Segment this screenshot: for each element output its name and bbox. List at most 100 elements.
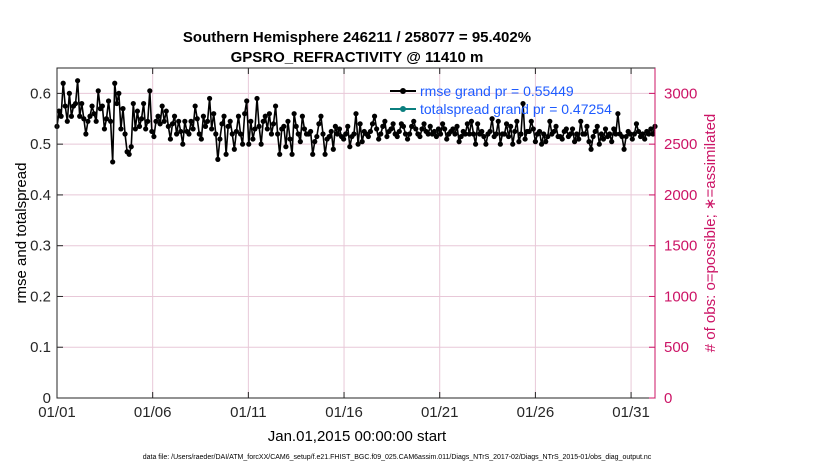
rmse-point bbox=[526, 128, 532, 135]
y-tick-label-right: 2000 bbox=[664, 187, 697, 204]
rmse-point bbox=[607, 131, 613, 137]
rmse-point bbox=[613, 131, 619, 137]
y-tick-label-right: 0 bbox=[664, 390, 672, 407]
rmse-point bbox=[528, 118, 534, 124]
rmse-point bbox=[153, 118, 159, 124]
rmse-point bbox=[81, 116, 87, 122]
rmse-point bbox=[598, 131, 604, 137]
rmse-point bbox=[332, 123, 338, 129]
rmse-point bbox=[105, 98, 112, 104]
rmse-point bbox=[287, 136, 293, 142]
rmse-point bbox=[167, 136, 174, 142]
rmse-point bbox=[75, 78, 81, 84]
rmse-point bbox=[93, 118, 99, 124]
rmse-point bbox=[417, 133, 423, 140]
rmse-point bbox=[194, 116, 200, 122]
rmse-point bbox=[110, 159, 116, 165]
rmse-point bbox=[388, 126, 394, 132]
rmse-point bbox=[390, 121, 396, 127]
rmse-point bbox=[522, 136, 528, 142]
rmse-point bbox=[310, 151, 316, 157]
rmse-point bbox=[250, 136, 256, 142]
y-tick-label-left: 0.6 bbox=[30, 85, 51, 102]
rmse-point bbox=[394, 133, 400, 140]
rmse-point bbox=[256, 123, 262, 129]
rmse-point bbox=[538, 141, 545, 147]
rmse-point bbox=[330, 146, 336, 152]
rmse-point bbox=[619, 133, 625, 140]
rmse-point bbox=[411, 118, 417, 124]
rmse-point bbox=[151, 133, 157, 140]
rmse-point bbox=[384, 133, 390, 140]
rmse-point bbox=[402, 131, 409, 137]
rmse-point bbox=[371, 113, 378, 119]
rmse-point bbox=[132, 126, 138, 132]
rmse-point bbox=[188, 118, 194, 124]
rmse-point bbox=[380, 123, 386, 129]
rmse-point bbox=[141, 100, 147, 107]
rmse-point bbox=[244, 98, 250, 104]
rmse-point bbox=[615, 111, 621, 117]
rmse-point bbox=[623, 133, 629, 140]
rmse-point bbox=[479, 128, 485, 135]
rmse-point bbox=[369, 121, 376, 127]
rmse-point bbox=[576, 136, 582, 142]
rmse-point bbox=[435, 126, 442, 132]
data-marks bbox=[54, 78, 658, 165]
rmse-point bbox=[464, 121, 470, 127]
rmse-point bbox=[433, 133, 440, 140]
legend-marker-spread bbox=[400, 106, 406, 112]
y-tick-label-left: 0 bbox=[43, 390, 51, 407]
legend-marker-rmse bbox=[400, 88, 406, 94]
chart-subtitle: GPSRO_REFRACTIVITY @ 11410 m bbox=[231, 49, 484, 66]
rmse-point bbox=[68, 113, 75, 119]
rmse-point bbox=[450, 126, 456, 132]
rmse-point bbox=[466, 131, 473, 137]
rmse-point bbox=[114, 100, 120, 107]
rmse-point bbox=[103, 116, 110, 122]
rmse-point bbox=[584, 123, 590, 129]
x-tick-label: 01/11 bbox=[230, 404, 266, 421]
rmse-point bbox=[475, 121, 481, 127]
rmse-point bbox=[336, 126, 343, 132]
rmse-point bbox=[217, 136, 223, 142]
rmse-point bbox=[609, 139, 615, 145]
rmse-point bbox=[543, 139, 549, 145]
rmse-point bbox=[345, 123, 351, 129]
rmse-point bbox=[66, 90, 72, 96]
rmse-point bbox=[586, 139, 592, 145]
rmse-point bbox=[196, 131, 202, 137]
rmse-point bbox=[186, 131, 192, 137]
rmse-point bbox=[559, 136, 565, 142]
rmse-point bbox=[425, 131, 431, 137]
rmse-point bbox=[190, 126, 196, 132]
rmse-point bbox=[99, 103, 105, 109]
rmse-point bbox=[541, 131, 547, 137]
x-tick-label: 01/16 bbox=[325, 404, 363, 421]
rmse-point bbox=[176, 118, 182, 124]
rmse-point bbox=[536, 128, 543, 135]
rmse-point bbox=[468, 118, 475, 124]
x-tick-label: 01/06 bbox=[134, 404, 172, 421]
rmse-point bbox=[219, 121, 225, 127]
rmse-point bbox=[473, 141, 479, 147]
rmse-point bbox=[237, 131, 244, 137]
rmse-point bbox=[571, 139, 578, 145]
rmse-point bbox=[128, 144, 134, 150]
rmse-point bbox=[229, 131, 235, 137]
rmse-point bbox=[165, 123, 171, 129]
rmse-point bbox=[588, 146, 594, 152]
rmse-point bbox=[235, 113, 242, 119]
rmse-point bbox=[341, 136, 347, 142]
rmse-point bbox=[180, 141, 186, 147]
rmse-point bbox=[650, 131, 656, 137]
y-tick-label-right: 1500 bbox=[664, 238, 697, 255]
rmse-point bbox=[326, 133, 332, 140]
rmse-point bbox=[143, 126, 149, 132]
rmse-point bbox=[413, 126, 419, 132]
rmse-point bbox=[157, 121, 163, 127]
rmse-point bbox=[530, 126, 536, 132]
rmse-point bbox=[421, 121, 427, 127]
rmse-point bbox=[396, 128, 402, 135]
